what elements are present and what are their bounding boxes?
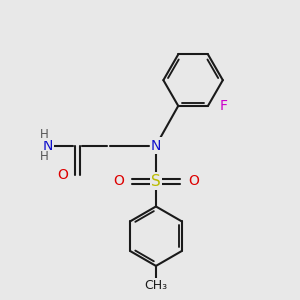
Text: CH₃: CH₃ bbox=[144, 279, 167, 292]
Text: N: N bbox=[151, 139, 161, 152]
Text: O: O bbox=[113, 174, 124, 188]
Text: O: O bbox=[188, 174, 199, 188]
Text: S: S bbox=[151, 174, 161, 189]
Text: H: H bbox=[40, 150, 48, 163]
Text: O: O bbox=[57, 168, 68, 182]
Text: N: N bbox=[42, 139, 52, 152]
Text: F: F bbox=[219, 99, 227, 113]
Text: H: H bbox=[40, 128, 48, 141]
